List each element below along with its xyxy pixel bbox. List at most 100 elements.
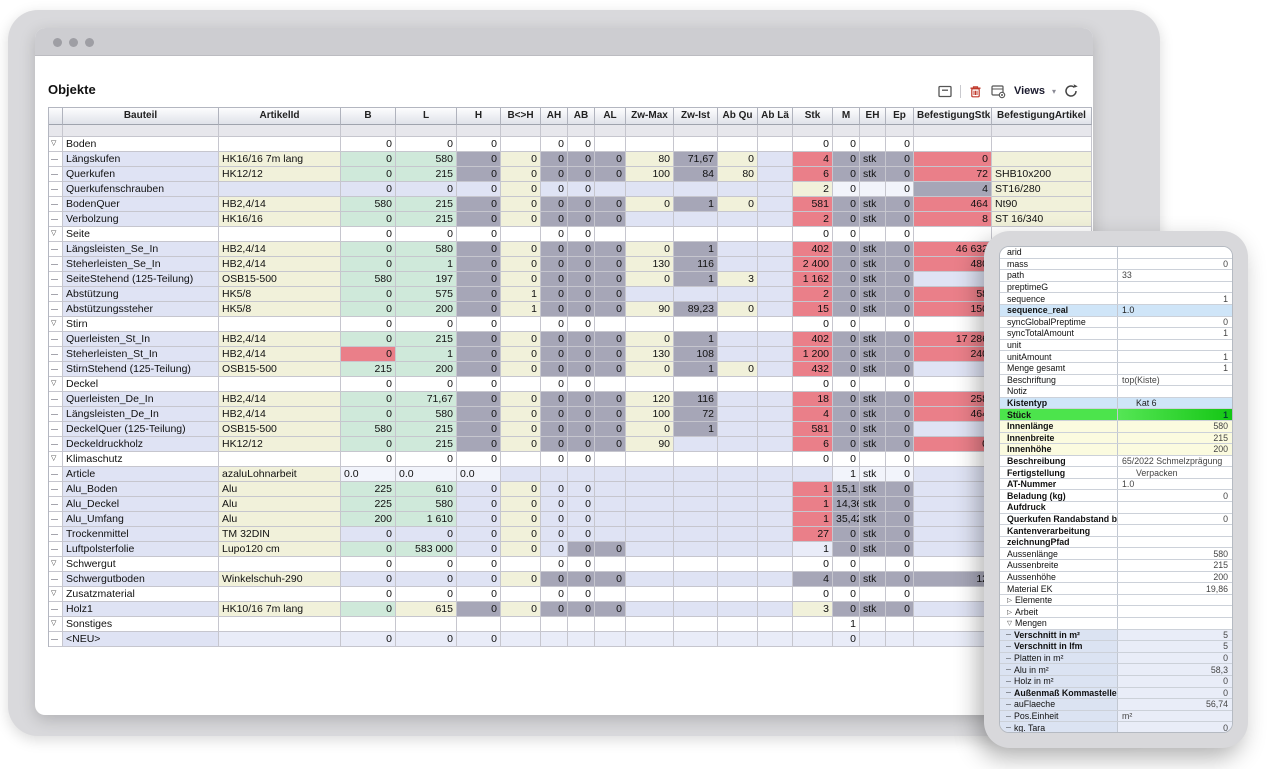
table-cell[interactable]: [914, 602, 992, 617]
table-cell[interactable]: [457, 617, 501, 632]
table-cell[interactable]: 0: [568, 602, 595, 617]
table-cell[interactable]: 0: [568, 137, 595, 152]
column-header[interactable]: BefestigungStk: [914, 108, 992, 125]
filter-cell[interactable]: [49, 125, 63, 137]
table-cell[interactable]: [718, 242, 758, 257]
table-cell[interactable]: [758, 422, 793, 437]
table-cell[interactable]: 215: [341, 362, 396, 377]
bauteil-cell[interactable]: Längsleisten_Se_In: [63, 242, 219, 257]
table-cell[interactable]: 0: [568, 182, 595, 197]
table-cell[interactable]: 200: [341, 512, 396, 527]
table-cell[interactable]: stk: [860, 272, 886, 287]
table-cell[interactable]: stk: [860, 362, 886, 377]
table-cell[interactable]: [595, 512, 626, 527]
table-cell[interactable]: 215: [396, 167, 457, 182]
table-cell[interactable]: 480: [914, 257, 992, 272]
table-cell[interactable]: 464: [914, 407, 992, 422]
bauteil-cell[interactable]: Alu_Deckel: [63, 497, 219, 512]
artikelid-cell[interactable]: HK16/16 7m lang: [219, 152, 341, 167]
table-cell[interactable]: 0: [886, 512, 914, 527]
table-cell[interactable]: 18: [793, 392, 833, 407]
table-cell[interactable]: 0: [886, 332, 914, 347]
table-cell[interactable]: 0: [568, 227, 595, 242]
table-cell[interactable]: 14,36: [833, 497, 860, 512]
property-value[interactable]: 0: [1118, 652, 1232, 664]
bauteil-cell[interactable]: SeiteStehend (125-Teilung): [63, 272, 219, 287]
property-value[interactable]: 33: [1122, 270, 1132, 281]
table-cell[interactable]: 0: [568, 392, 595, 407]
bauteil-cell[interactable]: Abstützung: [63, 287, 219, 302]
table-cell[interactable]: [718, 542, 758, 557]
artikelid-cell[interactable]: [219, 137, 341, 152]
table-cell[interactable]: [758, 272, 793, 287]
table-cell[interactable]: stk: [860, 482, 886, 497]
views-dropdown[interactable]: Views: [1013, 85, 1045, 97]
table-cell[interactable]: 0: [568, 212, 595, 227]
table-cell[interactable]: 0: [833, 437, 860, 452]
property-value[interactable]: 215: [1213, 560, 1228, 571]
table-cell[interactable]: [718, 482, 758, 497]
table-cell[interactable]: 0: [595, 437, 626, 452]
window-control-dot[interactable]: [85, 38, 94, 47]
table-cell[interactable]: 84: [674, 167, 718, 182]
table-cell[interactable]: 0: [341, 317, 396, 332]
table-cell[interactable]: stk: [860, 392, 886, 407]
table-cell[interactable]: 0: [341, 302, 396, 317]
table-cell[interactable]: [758, 212, 793, 227]
property-value[interactable]: [1118, 606, 1232, 617]
table-cell[interactable]: 0: [341, 572, 396, 587]
table-cell[interactable]: 0: [568, 362, 595, 377]
table-cell[interactable]: 1 200: [793, 347, 833, 362]
property-value[interactable]: [1118, 340, 1232, 351]
table-cell[interactable]: [626, 527, 674, 542]
property-value[interactable]: [1118, 595, 1232, 606]
table-cell[interactable]: 1: [793, 497, 833, 512]
table-cell[interactable]: [914, 377, 992, 392]
table-cell[interactable]: stk: [860, 467, 886, 482]
column-header[interactable]: B<>H: [501, 108, 541, 125]
column-header[interactable]: AB: [568, 108, 595, 125]
bauteil-cell[interactable]: Längsleisten_De_In: [63, 407, 219, 422]
group-collapse-icon[interactable]: ▽: [51, 140, 57, 147]
table-cell[interactable]: [758, 542, 793, 557]
artikelid-cell[interactable]: HB2,4/14: [219, 392, 341, 407]
table-cell[interactable]: 0: [833, 422, 860, 437]
table-cell[interactable]: [674, 557, 718, 572]
table-cell[interactable]: 72: [674, 407, 718, 422]
table-cell[interactable]: 0: [396, 557, 457, 572]
table-cell[interactable]: 4: [793, 152, 833, 167]
artikelid-cell[interactable]: HB2,4/14: [219, 347, 341, 362]
table-cell[interactable]: 240: [914, 347, 992, 362]
table-cell[interactable]: 90: [626, 437, 674, 452]
table-cell[interactable]: 0: [886, 587, 914, 602]
table-cell[interactable]: 0: [886, 182, 914, 197]
table-cell[interactable]: 0: [541, 362, 568, 377]
table-cell[interactable]: 12: [914, 572, 992, 587]
table-cell[interactable]: stk: [860, 437, 886, 452]
table-cell[interactable]: 0: [886, 137, 914, 152]
artikelid-cell[interactable]: [219, 317, 341, 332]
table-cell[interactable]: 0.0: [457, 467, 501, 482]
bauteil-cell[interactable]: Stirn: [63, 317, 219, 332]
table-cell[interactable]: 0: [541, 557, 568, 572]
table-cell[interactable]: stk: [860, 242, 886, 257]
column-header[interactable]: AH: [541, 108, 568, 125]
table-cell[interactable]: stk: [860, 347, 886, 362]
table-cell[interactable]: 2: [793, 182, 833, 197]
bauteil-cell[interactable]: Längskufen: [63, 152, 219, 167]
table-cell[interactable]: [718, 617, 758, 632]
table-cell[interactable]: 8: [914, 212, 992, 227]
property-value[interactable]: 58,3: [1118, 664, 1232, 675]
table-cell[interactable]: [674, 437, 718, 452]
table-cell[interactable]: 0: [341, 287, 396, 302]
table-cell[interactable]: 0: [833, 197, 860, 212]
window-control-dot[interactable]: [69, 38, 78, 47]
table-cell[interactable]: 1: [833, 617, 860, 632]
table-cell[interactable]: [595, 467, 626, 482]
table-cell[interactable]: 0: [568, 542, 595, 557]
table-cell[interactable]: [860, 452, 886, 467]
table-cell[interactable]: stk: [860, 212, 886, 227]
property-value[interactable]: 200: [1213, 444, 1228, 455]
filter-cell[interactable]: [758, 125, 793, 137]
table-cell[interactable]: [758, 527, 793, 542]
